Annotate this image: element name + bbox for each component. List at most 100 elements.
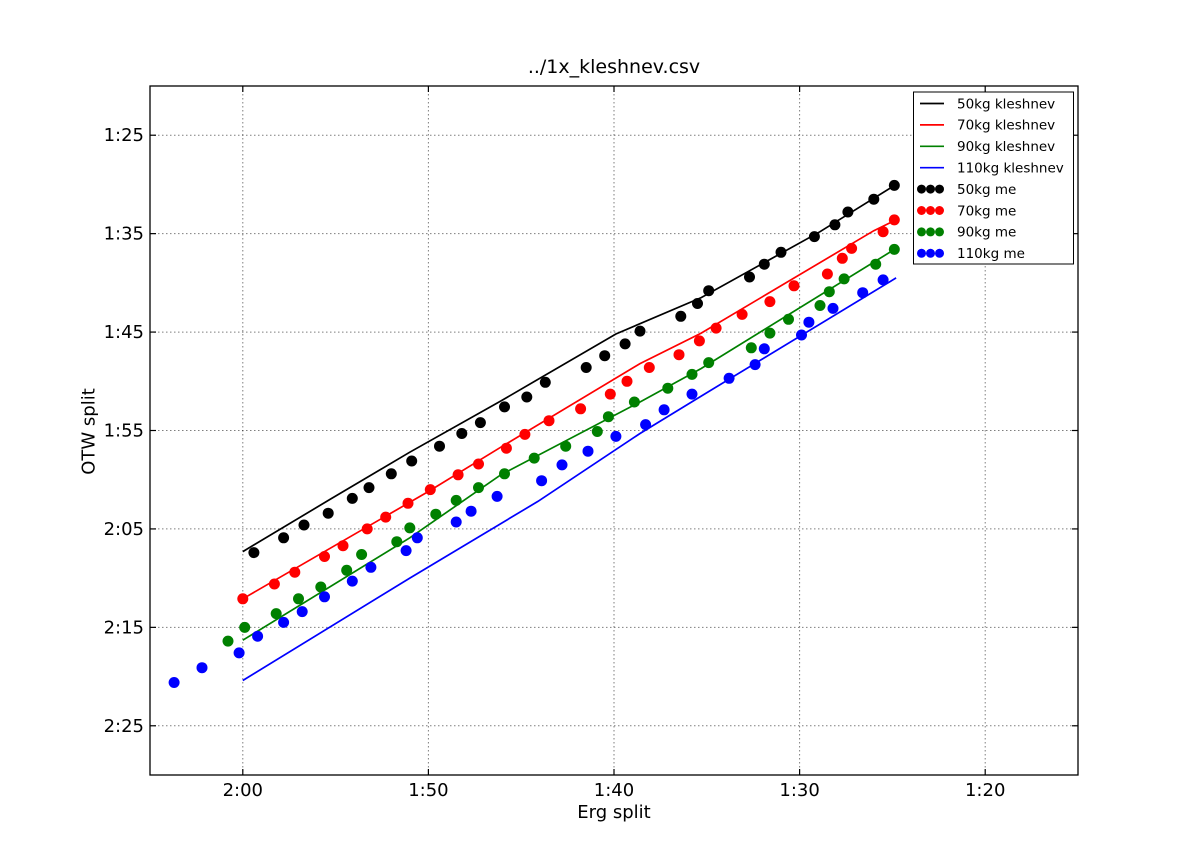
point-50kg-me	[634, 325, 646, 337]
point-50kg-me	[363, 482, 375, 494]
point-50kg-me	[758, 258, 770, 270]
point-50kg-me	[868, 193, 880, 205]
point-110kg-me	[346, 575, 358, 587]
point-50kg-me	[692, 298, 703, 309]
point-110kg-me	[640, 419, 652, 431]
point-110kg-me	[610, 430, 622, 442]
point-90kg-me	[870, 258, 882, 270]
point-90kg-me	[814, 300, 826, 311]
point-90kg-me	[473, 482, 484, 494]
x-tick-label: 1:20	[965, 780, 1005, 801]
point-50kg-me	[385, 468, 397, 480]
point-70kg-me	[764, 296, 776, 308]
y-tick-label: 1:35	[104, 224, 144, 245]
point-50kg-me	[599, 350, 611, 362]
legend-marker-110kg-me	[917, 248, 926, 258]
y-tick-label: 2:15	[104, 617, 144, 638]
point-70kg-me	[424, 484, 436, 496]
point-70kg-me	[543, 415, 555, 427]
point-90kg-me	[662, 382, 674, 394]
point-110kg-me	[252, 630, 264, 642]
point-90kg-me	[686, 368, 698, 380]
point-50kg-me	[829, 219, 841, 231]
legend-label: 70kg me	[957, 203, 1016, 219]
point-90kg-me	[450, 494, 462, 506]
point-50kg-me	[499, 401, 510, 413]
point-110kg-me	[411, 532, 423, 544]
point-110kg-me	[365, 561, 377, 573]
point-70kg-me	[846, 242, 858, 254]
point-70kg-me	[621, 375, 633, 387]
point-70kg-me	[473, 458, 484, 470]
legend-label: 110kg me	[957, 246, 1025, 262]
legend-label: 70kg kleshnev	[957, 118, 1055, 134]
point-90kg-me	[888, 243, 900, 255]
point-70kg-me	[693, 335, 705, 347]
point-90kg-me	[764, 327, 776, 339]
legend-marker-50kg-me	[917, 184, 926, 194]
point-90kg-me	[293, 593, 304, 605]
point-50kg-me	[619, 338, 631, 350]
point-50kg-me	[298, 519, 310, 531]
point-70kg-me	[604, 388, 616, 400]
legend-label: 90kg kleshnev	[957, 139, 1055, 155]
point-70kg-me	[268, 578, 280, 590]
point-50kg-me	[456, 428, 468, 439]
point-110kg-me	[749, 359, 761, 371]
point-110kg-me	[827, 302, 839, 314]
point-110kg-me	[857, 287, 869, 299]
point-70kg-me	[821, 268, 833, 280]
point-90kg-me	[356, 549, 368, 560]
point-110kg-me	[582, 445, 594, 457]
point-90kg-me	[430, 508, 442, 520]
point-110kg-me	[196, 662, 208, 674]
point-90kg-me	[783, 313, 794, 325]
legend-marker-90kg-me	[926, 227, 935, 237]
legend-marker-70kg-me	[935, 206, 944, 215]
legend: 50kg kleshnev 70kg kleshnev 90kg kleshnev 1…	[913, 91, 1074, 265]
point-110kg-me	[723, 372, 735, 384]
point-90kg-me	[499, 468, 510, 480]
point-110kg-me	[465, 505, 477, 517]
x-tick-label: 1:50	[408, 780, 448, 801]
point-50kg-me	[474, 417, 486, 429]
chart-title: ../1x_kleshnev.csv	[527, 56, 701, 78]
point-50kg-me	[744, 271, 755, 283]
legend-marker-110kg-me	[926, 248, 935, 258]
y-tick-label: 1:55	[104, 421, 144, 442]
point-50kg-me	[888, 179, 900, 191]
y-tick-label: 2:05	[104, 519, 144, 540]
point-70kg-me	[500, 442, 512, 454]
point-90kg-me	[591, 426, 603, 437]
point-50kg-me	[346, 492, 358, 504]
point-70kg-me	[736, 308, 748, 320]
point-50kg-me	[675, 310, 687, 322]
x-axis-label: Erg split	[577, 802, 651, 823]
point-110kg-me	[796, 329, 807, 341]
point-70kg-me	[319, 551, 330, 562]
point-110kg-me	[278, 616, 290, 628]
point-110kg-me	[233, 647, 245, 659]
point-70kg-me	[337, 540, 349, 552]
point-50kg-me	[808, 231, 820, 243]
point-90kg-me	[239, 621, 251, 633]
x-tick-label: 1:30	[779, 780, 819, 801]
line-90kg-kleshnev	[242, 247, 897, 641]
x-tick-label: 1:40	[594, 780, 634, 801]
point-70kg-me	[237, 593, 249, 605]
point-110kg-me	[686, 388, 698, 400]
point-110kg-me	[296, 606, 308, 618]
point-50kg-me	[775, 246, 787, 258]
point-90kg-me	[560, 440, 572, 452]
point-50kg-me	[434, 440, 445, 452]
legend-marker-90kg-me	[917, 227, 926, 237]
point-90kg-me	[222, 635, 234, 647]
point-90kg-me	[823, 286, 835, 298]
point-70kg-me	[452, 469, 464, 481]
point-110kg-me	[803, 316, 815, 328]
point-90kg-me	[838, 273, 850, 285]
legend-label: 110kg kleshnev	[957, 161, 1064, 177]
point-110kg-me	[450, 516, 462, 528]
